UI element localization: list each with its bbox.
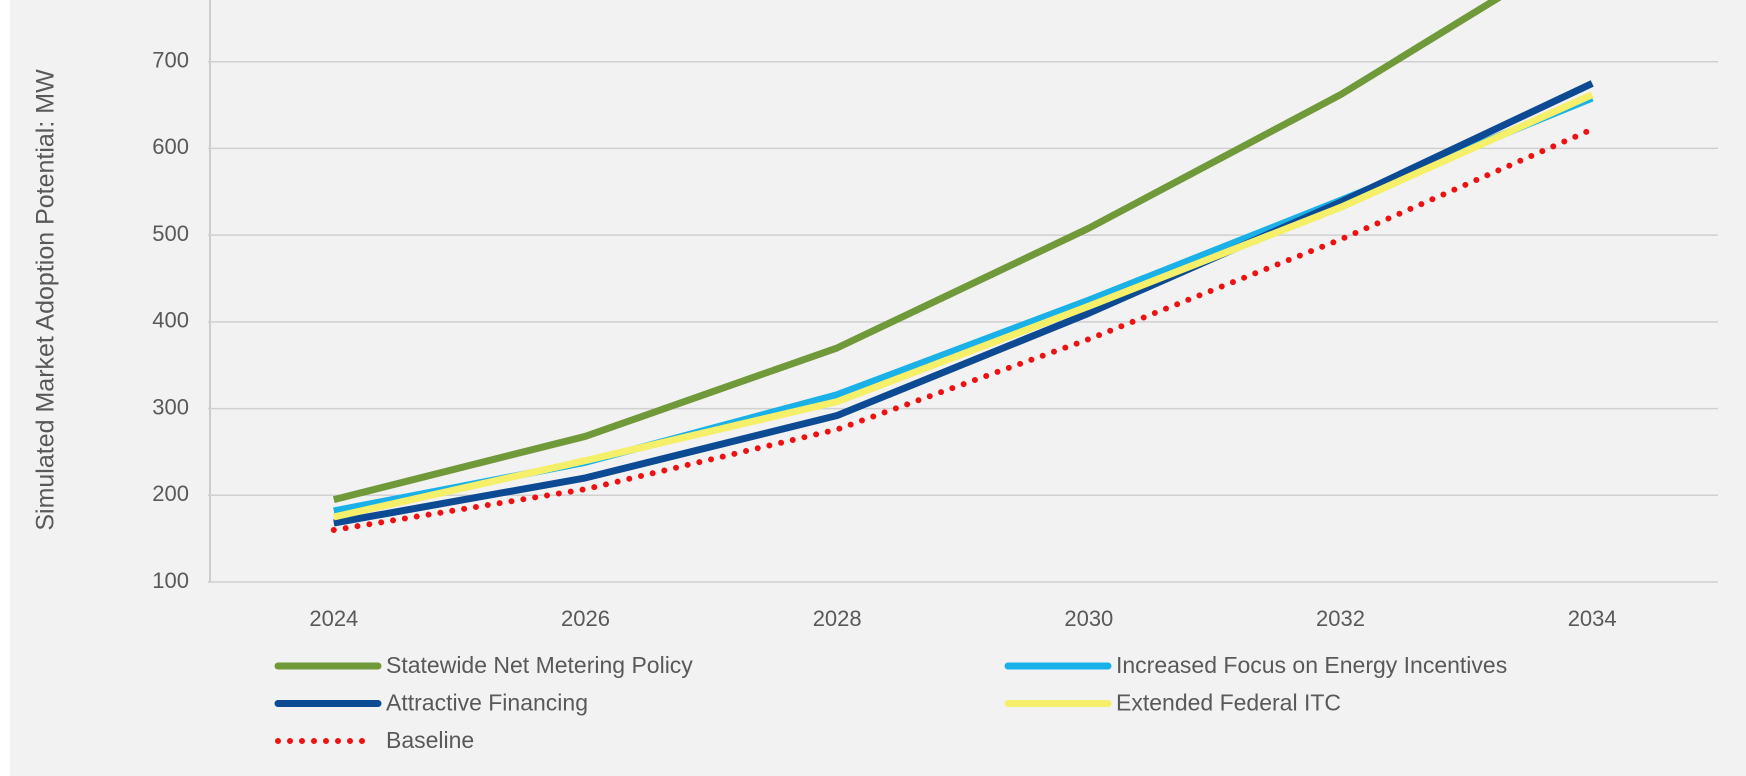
x-tick-label: 2032 [1316, 606, 1365, 631]
y-tick-label: 400 [152, 308, 189, 333]
series-line [332, 0, 1502, 503]
series-line [333, 80, 1594, 527]
y-tick-label: 300 [152, 394, 189, 419]
x-tick-label: 2028 [813, 606, 862, 631]
y-tick-label: 100 [152, 568, 189, 593]
x-tick-label: 2030 [1064, 606, 1113, 631]
legend-label: Increased Focus on Energy Incentives [1116, 652, 1507, 678]
legend-label: Baseline [386, 727, 474, 753]
legend-label: Statewide Net Metering Policy [386, 652, 693, 678]
legend-label: Attractive Financing [386, 690, 588, 716]
x-tick-label: 2024 [309, 606, 358, 631]
y-axis-label: Simulated Market Adoption Potential: MW [32, 69, 60, 531]
y-tick-label: 700 [152, 48, 189, 73]
x-tick-label: 2026 [561, 606, 610, 631]
y-tick-label: 600 [152, 134, 189, 159]
y-tick-label: 200 [152, 481, 189, 506]
x-tick-label: 2034 [1568, 606, 1617, 631]
series-line [330, 126, 1596, 533]
y-tick-label: 500 [152, 221, 189, 246]
legend-label: Extended Federal ITC [1116, 690, 1341, 716]
series-line [333, 91, 1594, 521]
